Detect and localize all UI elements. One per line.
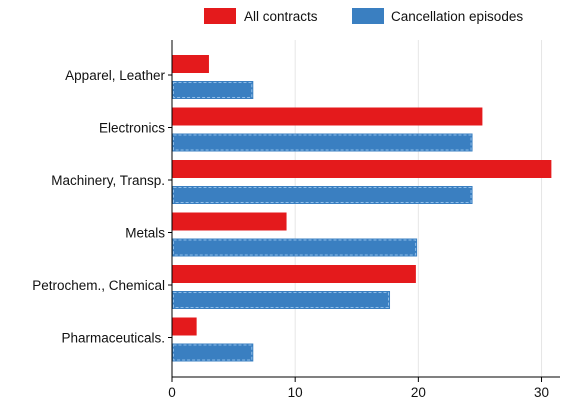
bar-cancellation-episodes-pharmaceuticals (172, 343, 254, 362)
x-tick-label-0: 0 (168, 385, 176, 400)
category-label-pharmaceuticals: Pharmaceuticals. (61, 331, 165, 346)
bar-cancellation-episodes-petrochem-chemical (172, 291, 391, 309)
x-tick-label-10: 10 (288, 385, 303, 400)
bar-all-contracts-machinery-transp (172, 160, 552, 178)
legend-label-all-contracts: All contracts (244, 9, 318, 24)
legend-label-cancellation-episodes: Cancellation episodes (391, 9, 523, 24)
x-tick-label-30: 30 (534, 385, 549, 400)
category-label-petrochem-chemical: Petrochem., Chemical (32, 278, 165, 293)
category-label-electronics: Electronics (99, 121, 165, 136)
bar-all-contracts-electronics (172, 107, 483, 126)
bar-all-contracts-apparel-leather (172, 55, 209, 73)
category-label-metals: Metals (125, 226, 165, 241)
x-tick-label-20: 20 (411, 385, 426, 400)
bars (172, 55, 552, 362)
bar-hatch-metals (173, 239, 417, 256)
bar-hatch-electronics (173, 134, 472, 151)
bar-cancellation-episodes-metals (172, 238, 418, 257)
bar-hatch-petrochem-chemical (173, 292, 390, 308)
bar-cancellation-episodes-electronics (172, 133, 473, 152)
bar-hatch-machinery-transp (173, 187, 472, 203)
bar-cancellation-episodes-machinery-transp (172, 186, 473, 204)
legend: All contracts Cancellation episodes (204, 8, 523, 24)
bar-hatch-pharmaceuticals (173, 344, 253, 361)
bar-all-contracts-metals (172, 212, 287, 231)
legend-swatch-all-contracts (204, 8, 236, 24)
bar-hatch-apparel-leather (173, 82, 253, 98)
bar-all-contracts-petrochem-chemical (172, 265, 416, 283)
gridlines (294, 40, 543, 377)
category-label-machinery-transp: Machinery, Transp. (51, 173, 165, 188)
category-label-apparel-leather: Apparel, Leather (65, 68, 165, 83)
axes: Apparel, Leather Electronics Machinery, Tr… (32, 40, 560, 400)
legend-swatch-cancellation-episodes (352, 8, 384, 24)
bar-cancellation-episodes-apparel-leather (172, 81, 254, 99)
bar-all-contracts-pharmaceuticals (172, 317, 197, 336)
